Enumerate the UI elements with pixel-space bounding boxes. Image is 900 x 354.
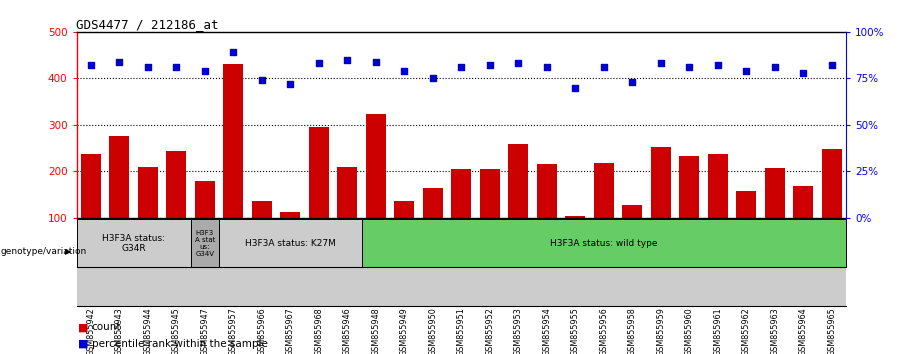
FancyBboxPatch shape [362, 219, 846, 267]
Bar [765, 168, 785, 218]
Text: count: count [92, 322, 122, 332]
FancyBboxPatch shape [76, 219, 191, 267]
Point [311, 61, 326, 66]
Bar [223, 64, 243, 218]
Bar [394, 200, 414, 218]
Point [568, 85, 582, 91]
Bar [309, 127, 328, 218]
Point [226, 50, 240, 55]
Bar [423, 188, 443, 218]
FancyBboxPatch shape [219, 219, 362, 267]
Bar [365, 114, 386, 218]
Point [739, 68, 753, 74]
Point [653, 61, 668, 66]
Point [511, 61, 526, 66]
Bar [651, 147, 670, 218]
Point [140, 64, 155, 70]
Bar [822, 149, 842, 218]
Point [340, 57, 355, 63]
Point [682, 64, 697, 70]
Point [283, 81, 297, 87]
Bar [707, 154, 728, 218]
Bar [622, 205, 643, 218]
Bar [680, 156, 699, 218]
FancyBboxPatch shape [191, 219, 219, 267]
Bar [451, 169, 472, 218]
Point [426, 75, 440, 81]
Point [768, 64, 782, 70]
Bar [81, 154, 101, 218]
Bar [138, 167, 157, 218]
Point [255, 78, 269, 83]
Bar [280, 212, 301, 218]
Text: ■: ■ [78, 339, 89, 349]
Text: ▶: ▶ [65, 247, 71, 256]
Bar [565, 216, 585, 218]
Point [397, 68, 411, 74]
Bar [793, 186, 814, 218]
Point [112, 59, 126, 64]
Text: genotype/variation: genotype/variation [1, 247, 87, 256]
Point [454, 64, 468, 70]
Text: H3F3A status:
G34R: H3F3A status: G34R [102, 234, 165, 253]
Text: ■: ■ [78, 322, 89, 332]
Point [824, 62, 839, 68]
Point [369, 59, 383, 64]
Text: H3F3A status: K27M: H3F3A status: K27M [245, 239, 336, 248]
Bar [480, 169, 500, 218]
Text: GDS4477 / 212186_at: GDS4477 / 212186_at [76, 18, 219, 31]
Bar [594, 163, 614, 218]
Point [711, 62, 725, 68]
Bar [338, 167, 357, 218]
Bar [508, 144, 528, 218]
Point [796, 70, 810, 76]
Bar [252, 200, 272, 218]
Point [597, 64, 611, 70]
Bar [166, 151, 186, 218]
Point [169, 64, 184, 70]
Bar [536, 164, 557, 218]
Point [84, 62, 98, 68]
Text: percentile rank within the sample: percentile rank within the sample [92, 339, 267, 349]
Point [625, 79, 639, 85]
Point [540, 64, 554, 70]
Text: H3F3A status: wild type: H3F3A status: wild type [550, 239, 658, 248]
Point [482, 62, 497, 68]
Bar [736, 191, 756, 218]
Point [198, 68, 212, 74]
Bar [194, 181, 215, 218]
Bar [109, 136, 130, 218]
Text: H3F3
A stat
us:
G34V: H3F3 A stat us: G34V [194, 230, 215, 257]
